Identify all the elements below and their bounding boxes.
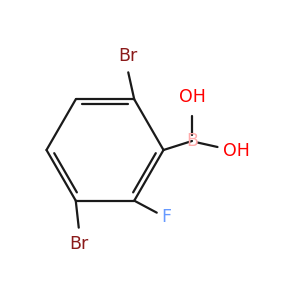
- Text: Br: Br: [118, 47, 138, 65]
- Text: OH: OH: [178, 88, 206, 106]
- Text: OH: OH: [224, 142, 250, 160]
- Text: Br: Br: [69, 235, 88, 253]
- Text: B: B: [186, 132, 198, 150]
- Text: F: F: [161, 208, 171, 226]
